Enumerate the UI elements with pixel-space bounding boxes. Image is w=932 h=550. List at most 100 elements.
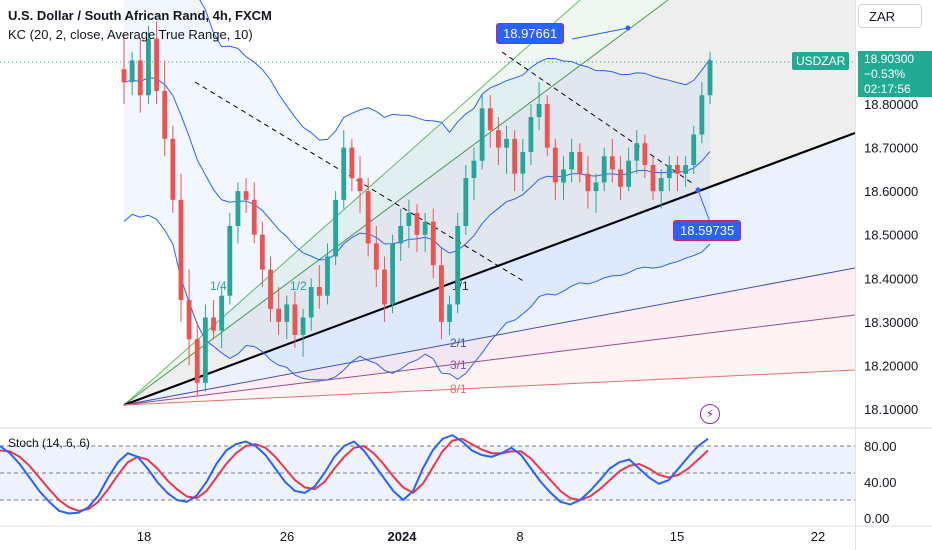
candle-body xyxy=(675,165,680,174)
candle-body xyxy=(626,160,632,187)
candle-body xyxy=(333,199,339,257)
candle-body xyxy=(609,156,615,170)
stochastic-pane xyxy=(0,427,932,515)
candle-body xyxy=(544,104,550,148)
candle-body xyxy=(455,226,461,305)
stoch-tick-label: 40.00 xyxy=(864,475,897,490)
candle-body xyxy=(658,178,664,192)
stoch-indicator-legend[interactable]: Stoch (14, 6, 6) xyxy=(8,436,91,450)
fan-line-1-1 xyxy=(123,131,856,407)
fan-label: 3/1 xyxy=(450,358,467,372)
candle-body xyxy=(243,191,249,200)
candle-body xyxy=(601,156,607,183)
low-tag-pointer xyxy=(697,189,711,223)
candle-body xyxy=(447,304,452,322)
stoch-tick-label: 80.00 xyxy=(864,439,897,454)
price-tick-label: 18.10000 xyxy=(864,402,918,417)
candle-body xyxy=(439,265,444,322)
chart-title: U.S. Dollar / South African Rand, 4h, FX… xyxy=(8,8,272,23)
candle-body xyxy=(227,226,233,296)
fan-line-8-1 xyxy=(123,369,856,406)
dashed-trend-right xyxy=(501,51,693,184)
high-price-tag[interactable]: 18.97661 xyxy=(496,23,565,44)
candle-body xyxy=(422,221,428,235)
candle-body xyxy=(634,143,640,161)
candle-body xyxy=(251,199,257,235)
time-tick-label: 15 xyxy=(670,529,684,544)
fan-drawings: 1/4 1/2 1/12/13/18/1 xyxy=(0,0,856,407)
candle-body xyxy=(259,234,265,270)
price-tick-label: 18.40000 xyxy=(864,271,918,286)
candle-body xyxy=(194,339,200,383)
candle-body xyxy=(699,95,705,135)
time-tick-label: 26 xyxy=(280,529,294,544)
low-tag-dot xyxy=(695,187,701,193)
candle-body xyxy=(642,143,648,166)
candle-body xyxy=(683,165,688,174)
candle-body xyxy=(308,287,314,318)
time-tick-label: 8 xyxy=(516,529,523,544)
stoch-d-line xyxy=(0,437,709,512)
bar-countdown: 02:17:56 xyxy=(864,82,911,96)
candle-body xyxy=(284,304,290,322)
candle-body xyxy=(146,38,151,96)
candle-body xyxy=(341,147,347,200)
candle-body xyxy=(129,60,135,83)
low-price-tag[interactable]: 18.59735 xyxy=(673,220,742,241)
candle-body xyxy=(569,151,575,170)
price-tick-label: 18.30000 xyxy=(864,315,918,330)
price-tick-label: 18.50000 xyxy=(864,228,918,243)
high-tag-pointer xyxy=(571,27,629,40)
candle-body xyxy=(406,212,412,227)
candle-body xyxy=(382,269,387,305)
fan-label: 8/1 xyxy=(450,382,467,396)
stoch-k-line xyxy=(0,434,709,515)
candle-body xyxy=(300,317,306,335)
candle-body xyxy=(178,199,184,301)
fan-label: 1/2 xyxy=(290,279,307,293)
currency-button[interactable]: ZAR xyxy=(858,4,922,28)
candle-body xyxy=(137,60,143,96)
bolt-icon[interactable]: ⚡ xyxy=(700,404,720,424)
candle-body xyxy=(495,130,501,148)
fan-zone-gray xyxy=(124,0,855,405)
candle-body xyxy=(430,221,436,266)
candle-body xyxy=(520,151,526,174)
candle-body xyxy=(479,108,485,161)
candle-body xyxy=(235,191,241,227)
candle-body xyxy=(211,317,216,331)
symbol-label: USDZAR xyxy=(792,52,850,70)
stoch-tick-label: 0.00 xyxy=(864,511,889,526)
candle-body xyxy=(316,287,322,296)
candle-body xyxy=(154,38,159,91)
candle-body xyxy=(186,300,192,340)
candle-body xyxy=(512,138,518,174)
candle-body xyxy=(577,151,583,174)
time-tick-label: 2024 xyxy=(388,529,418,544)
candles xyxy=(121,21,713,396)
candle-body xyxy=(561,169,566,183)
candle-body xyxy=(390,243,395,305)
price-tick-label: 18.60000 xyxy=(864,184,918,199)
kc-indicator-legend[interactable]: KC (20, 2, close, Average True Range, 10… xyxy=(8,27,253,42)
candle-body xyxy=(162,90,168,139)
time-tick-label: 22 xyxy=(811,529,825,544)
candle-body xyxy=(585,173,591,192)
time-tick-label: 18 xyxy=(137,529,151,544)
candle-body xyxy=(268,269,273,309)
keltner-upper xyxy=(199,0,711,141)
candle-body xyxy=(504,138,509,148)
candle-body xyxy=(618,169,623,187)
fan-label: 1/4 xyxy=(210,279,227,293)
candle-body xyxy=(398,226,404,244)
candle-body xyxy=(536,104,542,118)
candle-body xyxy=(691,134,697,166)
candle-body xyxy=(471,160,477,179)
fan-label: 2/1 xyxy=(450,336,467,350)
candle-body xyxy=(414,212,420,235)
candle-body xyxy=(552,147,558,183)
candle-body xyxy=(357,178,363,192)
price-change: −0.53% xyxy=(864,67,906,81)
